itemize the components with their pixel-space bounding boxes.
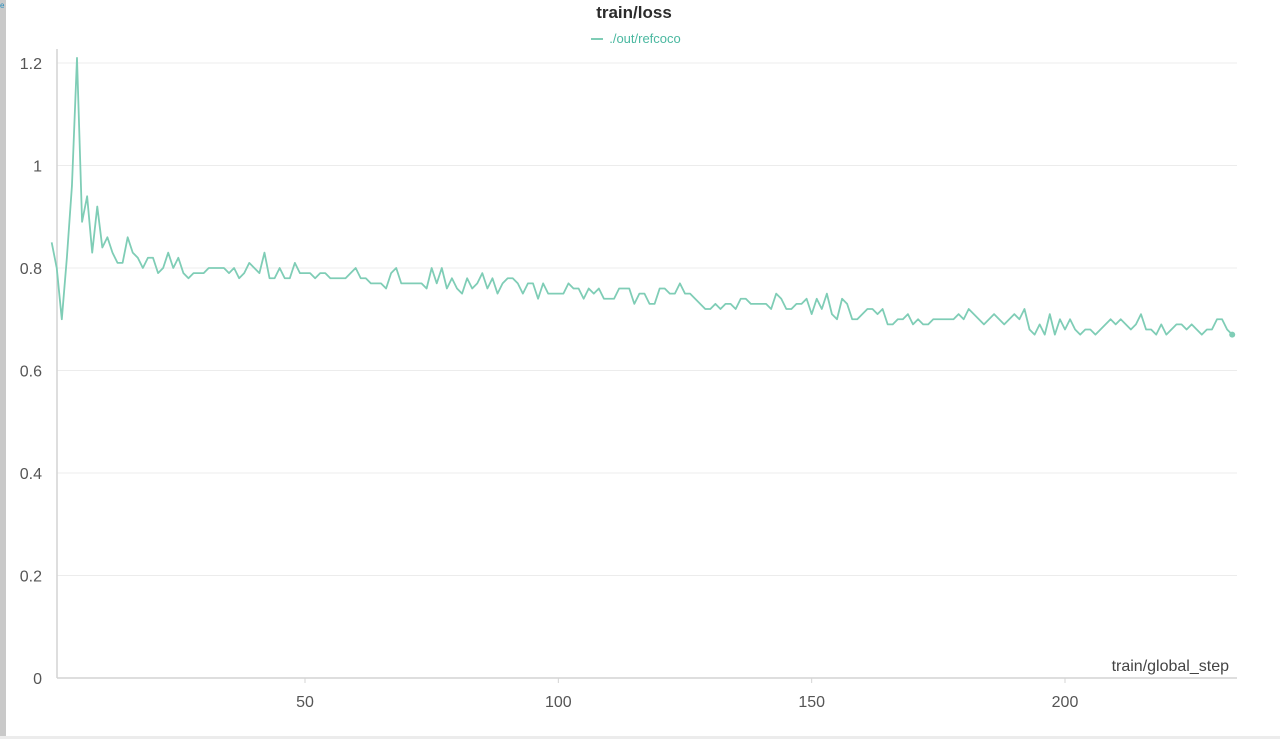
y-tick-label: 1 [33,159,42,176]
x-tick-label: 150 [798,694,825,711]
x-tick-label: 100 [545,694,572,711]
x-axis-label: train/global_step [1112,658,1230,675]
y-tick-labels: 0 0.2 0.4 0.6 0.8 1 1.2 [20,56,42,688]
x-tick-label: 50 [296,694,314,711]
y-tick-label: 0 [33,671,42,688]
y-tick-label: 0.2 [20,569,42,586]
axes [56,49,1237,679]
bottom-divider [0,736,1280,739]
series-group [50,56,1236,338]
chart-title: train/loss [596,3,672,22]
legend-swatch [591,37,604,40]
y-tick-label: 0.8 [20,261,42,278]
left-strip-mark: e [0,1,5,10]
legend[interactable]: ./out/refcoco [0,31,1272,46]
y-tick-label: 1.2 [20,56,42,73]
grid-lines [57,62,1237,576]
legend-series-label: ./out/refcoco [609,31,681,46]
x-tick-labels: 50 100 150 200 [296,678,1078,711]
y-tick-label: 0.6 [20,364,42,381]
x-tick-label: 200 [1052,694,1079,711]
series-line [50,56,1233,336]
left-window-strip: e [0,0,6,739]
y-tick-label: 0.4 [20,466,42,483]
series-last-point [1229,331,1236,338]
